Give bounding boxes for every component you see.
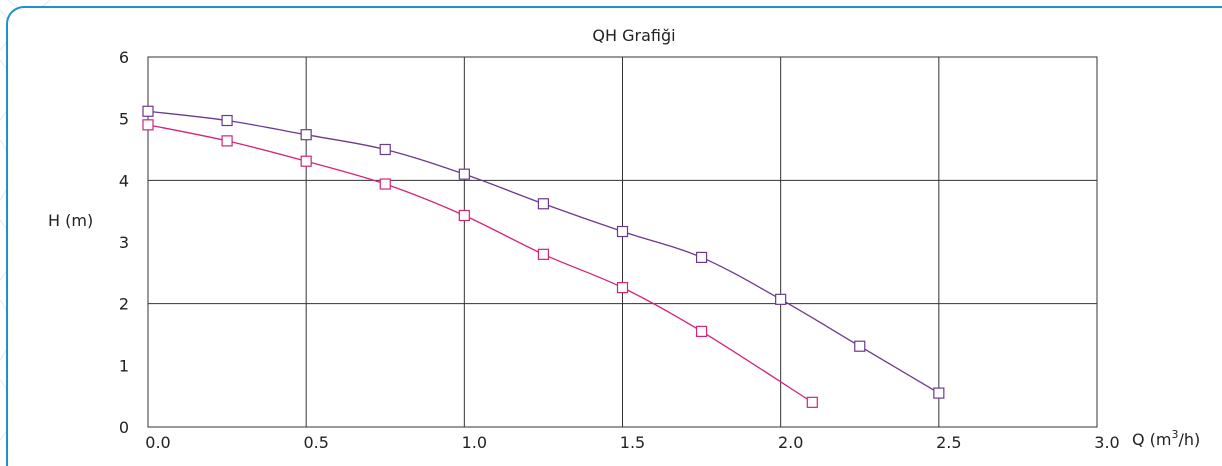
data-point-marker (458, 209, 470, 222)
x-tick-label: 0.0 (145, 433, 170, 452)
data-point-marker (537, 198, 550, 210)
x-tick-label: 2.5 (936, 433, 961, 452)
grid (147, 56, 1098, 428)
data-point-marker (379, 143, 391, 156)
data-point-marker (616, 282, 629, 294)
data-point-marker (854, 340, 866, 352)
data-point-marker (221, 135, 233, 147)
data-point-marker (616, 225, 629, 238)
data-point-marker (933, 387, 945, 399)
x-tick-label: 2.0 (778, 433, 803, 452)
data-point-marker (775, 293, 787, 305)
data-point-marker (458, 168, 470, 180)
y-tick-label: 6 (119, 48, 129, 67)
x-axis-label-main: Q (m (1132, 430, 1172, 449)
x-axis-label-sup: 3 (1172, 428, 1179, 441)
y-tick-label: 1 (119, 356, 129, 375)
x-tick-label: 3.0 (1094, 433, 1119, 452)
x-tick-label: 1.5 (620, 433, 645, 452)
data-point-marker (806, 396, 818, 408)
series-2 (142, 119, 818, 408)
series-layer (142, 105, 945, 408)
x-axis-label: Q (m3/h) (1132, 428, 1200, 449)
data-point-marker (695, 325, 708, 338)
y-tick-label: 0 (119, 418, 129, 437)
tick-labels: 0.0 0.5 1.0 1.5 2.0 2.5 3.0 0 1 2 3 4 5 6 (119, 48, 1120, 452)
x-tick-label: 0.5 (303, 433, 328, 452)
data-point-marker (142, 119, 154, 131)
data-point-marker (300, 155, 312, 167)
data-point-marker (537, 248, 550, 260)
series-line (147, 124, 813, 403)
y-tick-label: 2 (119, 295, 129, 314)
data-point-marker (300, 129, 312, 141)
chart-title: QH Grafiği (592, 26, 675, 45)
x-tick-label: 1.0 (462, 433, 487, 452)
series-1 (142, 105, 945, 399)
y-tick-label: 4 (119, 171, 129, 190)
chart-frame (6, 6, 1222, 466)
y-tick-label: 5 (119, 110, 129, 129)
data-point-marker (695, 251, 708, 264)
data-point-marker (142, 105, 154, 117)
y-tick-label: 3 (119, 233, 129, 252)
y-axis-label: H (m) (48, 211, 93, 230)
data-point-marker (221, 114, 233, 127)
x-axis-label-end: /h) (1179, 430, 1201, 449)
data-point-marker (379, 178, 391, 190)
